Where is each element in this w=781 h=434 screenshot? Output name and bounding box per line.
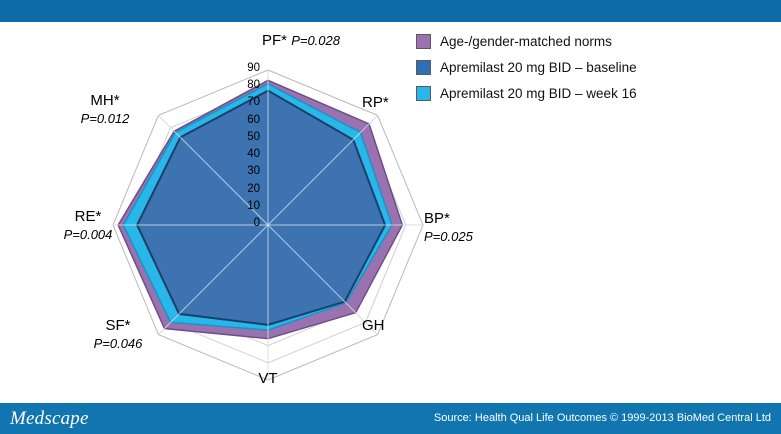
radial-tick-label: 40 bbox=[247, 148, 260, 161]
radar-chart-area: 90 80 70 60 50 40 30 20 10 0 PF* P=0.028 RP* BP* … bbox=[0, 22, 781, 403]
legend-label-baseline: Apremilast 20 mg BID – baseline bbox=[440, 59, 637, 75]
axis-label-sf: SF* P=0.046 bbox=[78, 317, 158, 352]
source-attribution: Source: Health Qual Life Outcomes © 1999… bbox=[433, 412, 771, 424]
axis-label-re-name: RE bbox=[74, 208, 96, 225]
radar-chart-svg bbox=[112, 69, 424, 381]
legend-item-baseline: Apremilast 20 mg BID – baseline bbox=[416, 58, 756, 76]
axis-label-re-star: * bbox=[95, 208, 102, 225]
axis-label-bp-name: BP bbox=[424, 210, 445, 227]
legend-label-norms: Age-/gender-matched norms bbox=[440, 33, 612, 49]
radial-tick-label: 30 bbox=[247, 165, 260, 178]
chart-legend: Age-/gender-matched norms Apremilast 20 … bbox=[416, 32, 756, 110]
axis-label-rp-name: RP bbox=[362, 94, 383, 111]
radial-tick-label: 80 bbox=[247, 79, 260, 92]
axis-label-mh-pvalue: P=0.012 bbox=[80, 110, 130, 126]
axis-label-bp: BP* P=0.025 bbox=[424, 210, 504, 245]
axis-label-gh: GH bbox=[362, 317, 422, 336]
axis-label-gh-name: GH bbox=[362, 317, 385, 334]
axis-label-pf-name: PF bbox=[262, 32, 282, 49]
axis-label-bp-star: * bbox=[444, 210, 450, 227]
axis-label-sf-pvalue: P=0.046 bbox=[93, 335, 143, 351]
axis-label-pf: PF* P=0.028 bbox=[226, 32, 376, 51]
legend-swatch-norms bbox=[416, 33, 431, 49]
legend-item-norms: Age-/gender-matched norms bbox=[416, 32, 756, 50]
axis-label-bp-pvalue: P=0.025 bbox=[424, 228, 473, 244]
axis-label-rp-star: * bbox=[382, 94, 389, 111]
axis-label-mh-name: MH bbox=[90, 92, 114, 109]
radial-tick-label: 60 bbox=[247, 113, 260, 126]
legend-item-week16: Apremilast 20 mg BID – week 16 bbox=[416, 84, 756, 102]
radial-tick-label: 10 bbox=[247, 199, 260, 212]
radial-tick-label: 90 bbox=[247, 62, 260, 74]
radar-series-group bbox=[113, 70, 423, 380]
axis-label-sf-star: * bbox=[124, 317, 131, 334]
radar-axis-spoke-overlay bbox=[158, 115, 269, 226]
medscape-logo: Medscape bbox=[10, 408, 89, 429]
radial-tick-label: 0 bbox=[253, 217, 260, 229]
legend-swatch-baseline bbox=[416, 59, 431, 75]
top-banner-bar bbox=[0, 0, 781, 22]
axis-label-rp: RP* bbox=[362, 94, 422, 113]
radial-tick-label: 20 bbox=[247, 182, 260, 195]
axis-label-mh-star: * bbox=[113, 92, 120, 109]
axis-label-pf-star: * bbox=[281, 32, 288, 49]
axis-label-vt: VT bbox=[238, 370, 298, 389]
legend-swatch-week16 bbox=[416, 85, 431, 101]
axis-label-vt-name: VT bbox=[258, 370, 278, 387]
radar-axis-spoke-overlay bbox=[158, 224, 269, 335]
radar-axis-spoke-overlay bbox=[267, 224, 378, 335]
radar-axis-spoke-overlay bbox=[267, 115, 378, 226]
radial-tick-label: 50 bbox=[247, 130, 260, 143]
axis-label-mh: MH* P=0.012 bbox=[60, 92, 150, 127]
legend-label-week16: Apremilast 20 mg BID – week 16 bbox=[440, 85, 637, 101]
radial-tick-label: 70 bbox=[247, 96, 260, 109]
axis-label-sf-name: SF bbox=[105, 317, 125, 334]
axis-label-re-pvalue: P=0.004 bbox=[63, 226, 113, 242]
footer-bar: Medscape Source: Health Qual Life Outcom… bbox=[0, 403, 781, 434]
axis-label-pf-pvalue: P=0.028 bbox=[291, 33, 340, 48]
axis-label-re: RE* P=0.004 bbox=[46, 208, 130, 243]
